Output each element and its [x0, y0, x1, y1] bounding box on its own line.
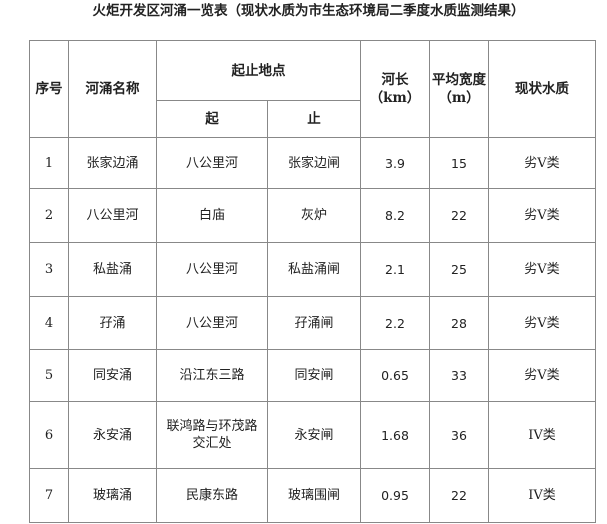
cell-start: 八公里河: [156, 137, 268, 189]
cell-end: 玻璃围闸: [267, 468, 361, 523]
cell-seq: 2: [29, 188, 69, 243]
cell-seq: 7: [29, 468, 69, 523]
cell-end: 张家边闸: [267, 137, 361, 189]
cell-width: 22: [429, 468, 489, 523]
cell-quality: 劣V类: [488, 242, 596, 297]
cell-width: 33: [429, 349, 489, 402]
cell-width: 28: [429, 296, 489, 350]
table-row: 1 张家边涌 八公里河 张家边闸 3.9 15 劣V类: [29, 137, 596, 189]
cell-start: 八公里河: [156, 296, 268, 350]
header-end: 止: [267, 100, 361, 138]
header-length: 河长（km）: [360, 40, 430, 138]
cell-quality: 劣V类: [488, 188, 596, 243]
table-row: 6 永安涌 联鸿路与环茂路交汇处 永安闸 1.68 36 IV类: [29, 401, 596, 469]
cell-name: 永安涌: [68, 401, 157, 469]
cell-end: 永安闸: [267, 401, 361, 469]
cell-width: 22: [429, 188, 489, 243]
cell-start: 联鸿路与环茂路交汇处: [156, 401, 268, 469]
cell-end: 同安闸: [267, 349, 361, 402]
cell-quality: IV类: [488, 401, 596, 469]
cell-seq: 4: [29, 296, 69, 350]
header-row: 序号 河涌名称 起止地点 河长（km） 平均宽度（m） 现状水质: [29, 40, 596, 138]
table-row: 2 八公里河 白庙 灰炉 8.2 22 劣V类: [29, 188, 596, 243]
header-start: 起: [156, 100, 268, 138]
table-title: 火炬开发区河涌一览表（现状水质为市生态环境局二季度水质监测结果）: [92, 3, 525, 19]
cell-start: 沿江东三路: [156, 349, 268, 402]
cell-quality: 劣V类: [488, 349, 596, 402]
cell-name: 张家边涌: [68, 137, 157, 189]
table-row: 7 玻璃涌 民康东路 玻璃围闸 0.95 22 IV类: [29, 468, 596, 523]
cell-length: 2.2: [360, 296, 430, 350]
header-location: 起止地点: [156, 40, 361, 101]
cell-width: 15: [429, 137, 489, 189]
cell-width: 25: [429, 242, 489, 297]
header-subrow: 起 止: [30, 100, 596, 138]
header-quality: 现状水质: [488, 40, 596, 138]
cell-start: 八公里河: [156, 242, 268, 297]
cell-length: 2.1: [360, 242, 430, 297]
header-width: 平均宽度（m）: [429, 40, 489, 138]
table-row: 4 孖涌 八公里河 孖涌闸 2.2 28 劣V类: [29, 296, 596, 350]
cell-seq: 3: [29, 242, 69, 297]
cell-end: 孖涌闸: [267, 296, 361, 350]
cell-seq: 6: [29, 401, 69, 469]
header-seq: 序号: [29, 40, 69, 138]
cell-quality: 劣V类: [488, 137, 596, 189]
cell-seq: 1: [29, 137, 69, 189]
cell-start: 白庙: [156, 188, 268, 243]
table-row: 3 私盐涌 八公里河 私盐涌闸 2.1 25 劣V类: [29, 242, 596, 297]
cell-name: 孖涌: [68, 296, 157, 350]
cell-name: 同安涌: [68, 349, 157, 402]
cell-name: 玻璃涌: [68, 468, 157, 523]
cell-name: 私盐涌: [68, 242, 157, 297]
cell-length: 8.2: [360, 188, 430, 243]
cell-name: 八公里河: [68, 188, 157, 243]
header-name: 河涌名称: [68, 40, 157, 138]
cell-quality: 劣V类: [488, 296, 596, 350]
cell-start: 民康东路: [156, 468, 268, 523]
cell-seq: 5: [29, 349, 69, 402]
river-table: 序号 河涌名称 起止地点 河长（km） 平均宽度（m） 现状水质 起 止 1 张家…: [29, 40, 596, 523]
cell-length: 1.68: [360, 401, 430, 469]
table-row: 5 同安涌 沿江东三路 同安闸 0.65 33 劣V类: [29, 349, 596, 402]
cell-width: 36: [429, 401, 489, 469]
cell-length: 0.95: [360, 468, 430, 523]
cell-length: 3.9: [360, 137, 430, 189]
cell-length: 0.65: [360, 349, 430, 402]
cell-end: 私盐涌闸: [267, 242, 361, 297]
cell-quality: IV类: [488, 468, 596, 523]
cell-end: 灰炉: [267, 188, 361, 243]
